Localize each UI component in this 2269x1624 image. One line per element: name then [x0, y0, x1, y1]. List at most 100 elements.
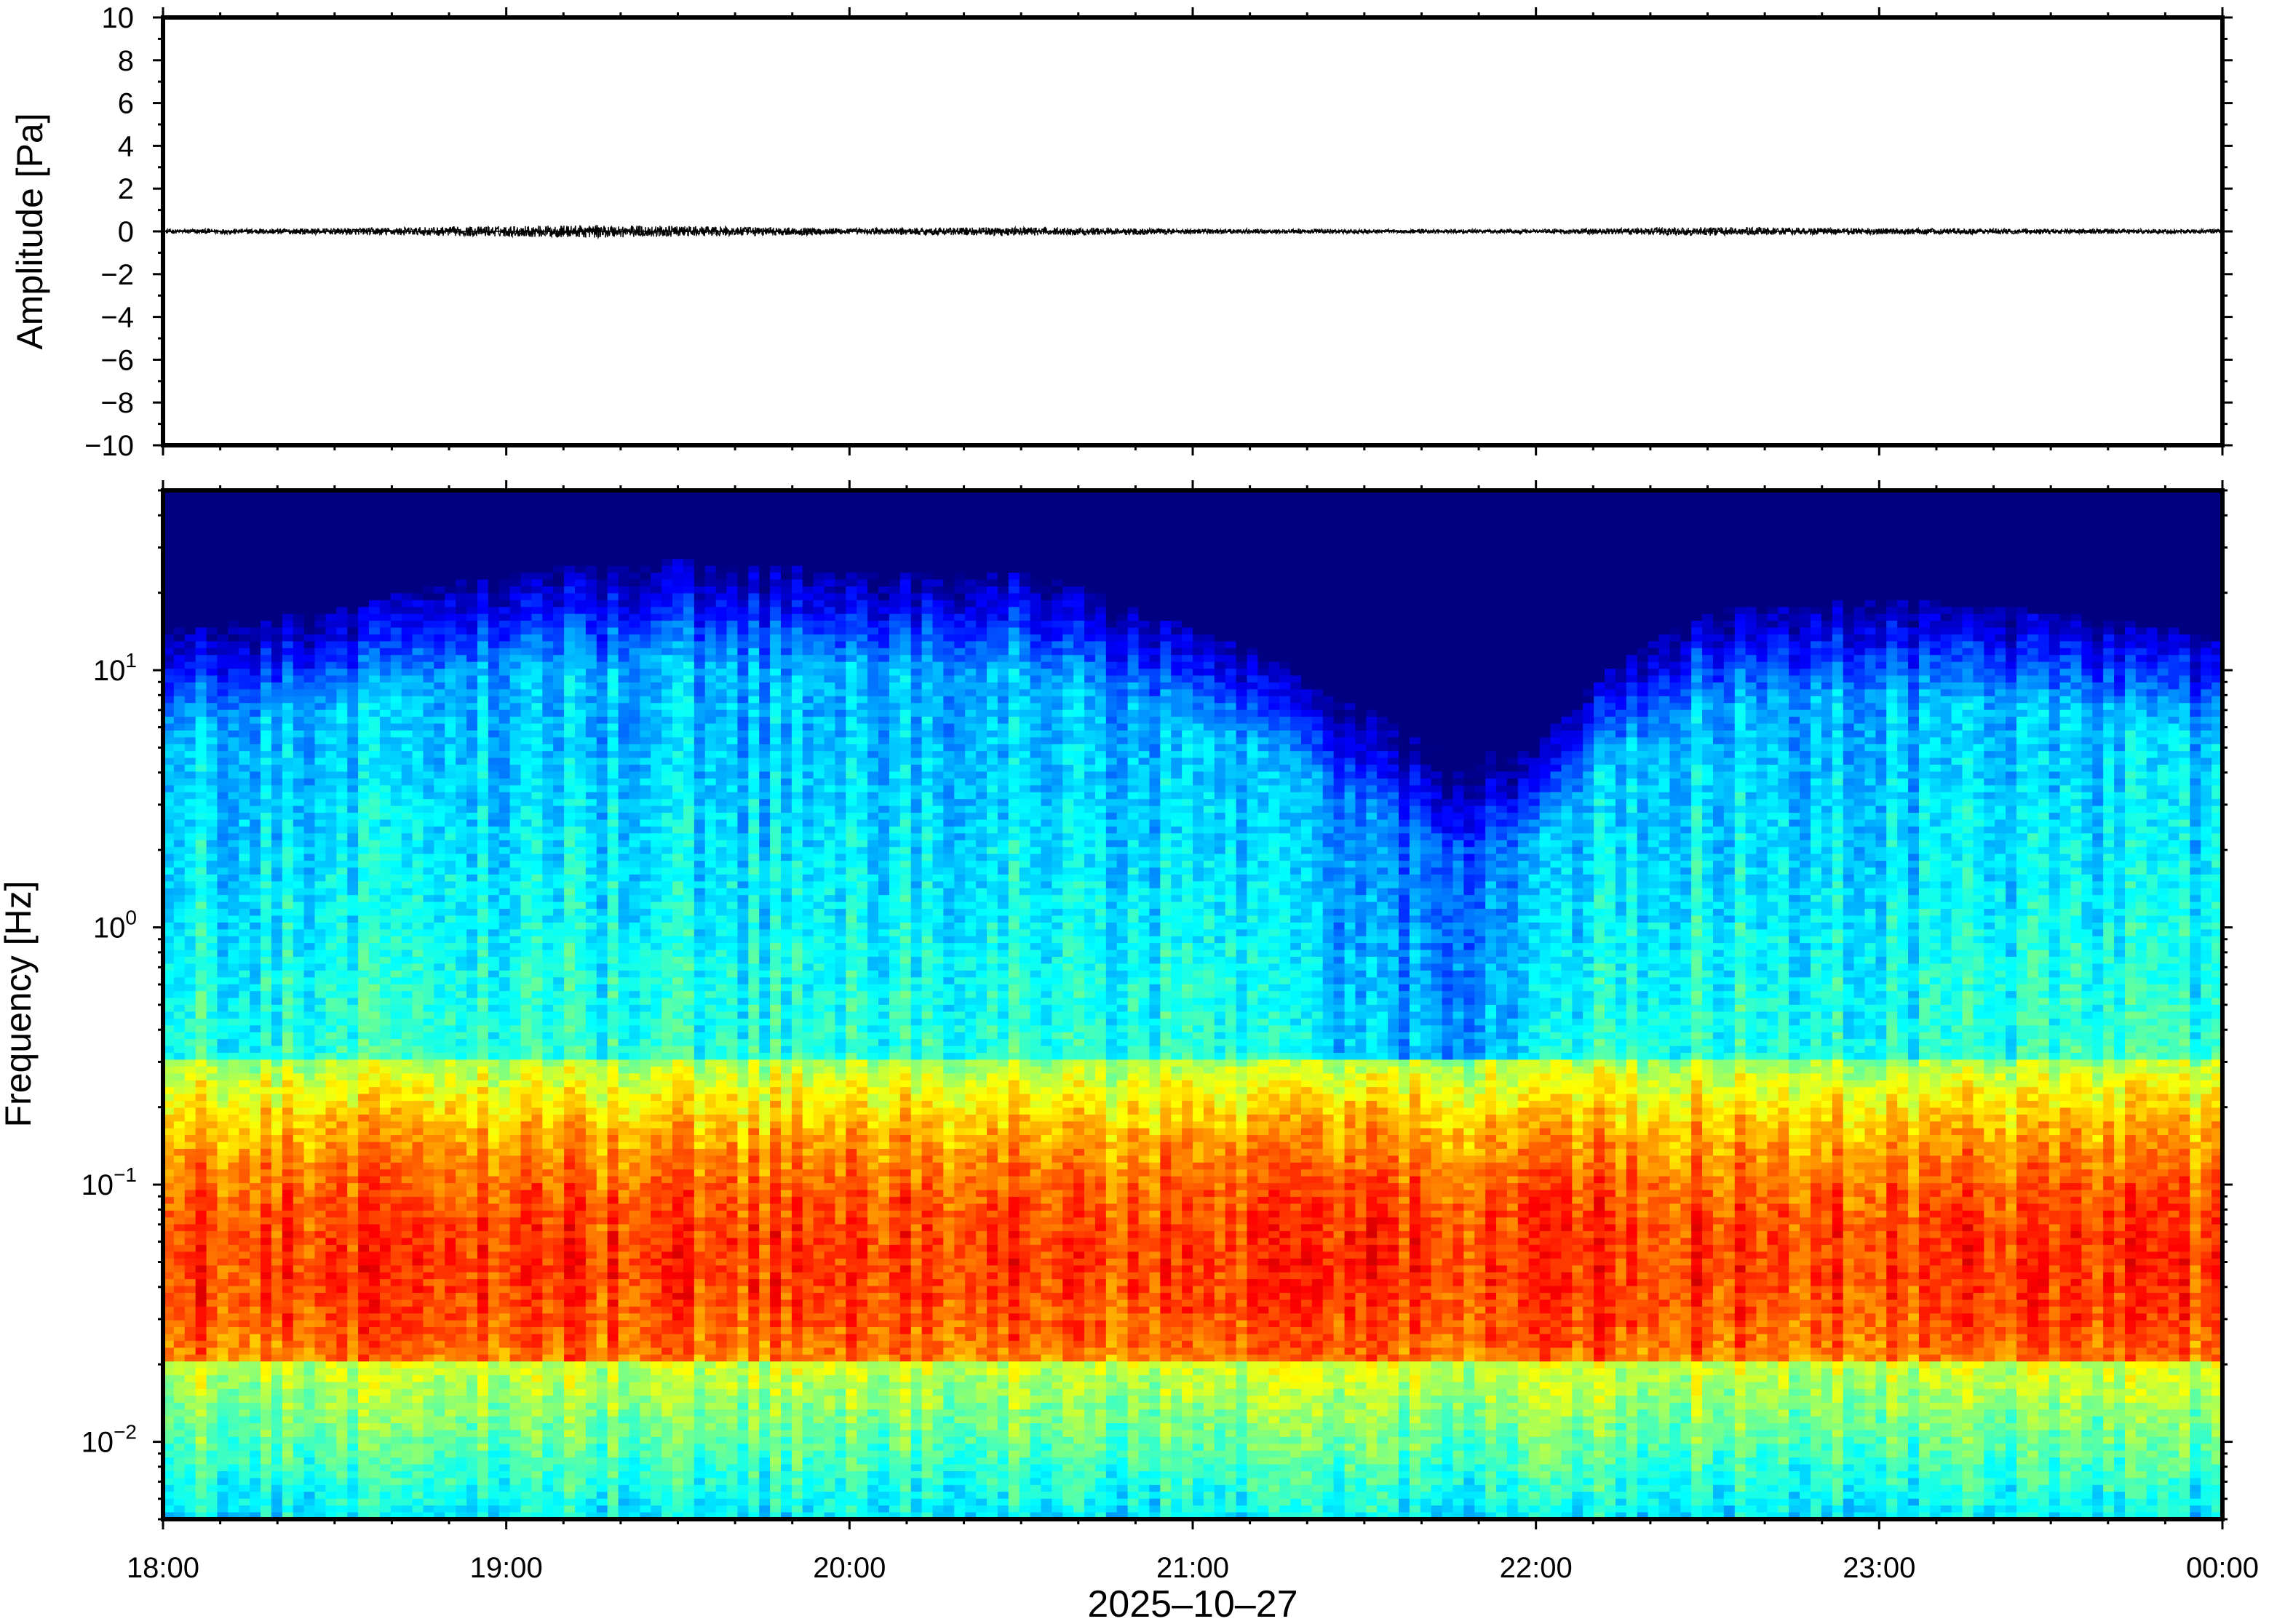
- spectrogram-cell: [369, 1046, 380, 1054]
- spectrogram-cell: [207, 950, 218, 958]
- spectrogram-cell: [531, 1019, 542, 1026]
- spectrogram-cell: [456, 1417, 466, 1424]
- spectrogram-cell: [369, 634, 380, 642]
- spectrogram-cell: [261, 1505, 271, 1513]
- spectrogram-cell: [466, 1059, 477, 1067]
- spectrogram-cell: [369, 867, 380, 875]
- spectrogram-cell: [217, 888, 228, 896]
- spectrogram-cell: [196, 1430, 207, 1437]
- spectrogram-cell: [477, 1087, 488, 1094]
- spectrogram-cell: [445, 1005, 456, 1012]
- spectrogram-cell: [402, 1087, 413, 1094]
- spectrogram-cell: [488, 689, 499, 696]
- spectrogram-cell: [358, 1327, 369, 1334]
- spectrogram-cell: [174, 1293, 185, 1300]
- spectrogram-cell: [369, 765, 380, 779]
- spectrogram-cell: [217, 1499, 228, 1506]
- spectrogram-cell: [434, 641, 445, 648]
- spectrogram-cell: [466, 600, 477, 608]
- spectrogram-cell: [380, 1375, 391, 1382]
- spectrogram-cell: [228, 1177, 239, 1184]
- spectrogram-cell: [413, 621, 424, 628]
- spectrogram-cell: [402, 1417, 413, 1424]
- spectrogram-cell: [174, 676, 185, 683]
- spectrogram-cell: [293, 936, 304, 944]
- spectrogram-cell: [217, 1149, 228, 1156]
- spectrogram-cell: [445, 840, 456, 848]
- spectrogram-cell: [445, 758, 456, 765]
- spectrogram-cell: [207, 1299, 218, 1307]
- spectrogram-cell: [488, 1273, 499, 1280]
- spectrogram-cell: [477, 662, 488, 669]
- spectrogram-cell: [358, 1417, 369, 1424]
- spectrogram-cell: [207, 1177, 218, 1184]
- spectrogram-cell: [358, 785, 369, 792]
- spectrogram-cell: [347, 915, 358, 923]
- spectrogram-cell: [325, 854, 336, 861]
- spectrogram-cell: [553, 771, 564, 779]
- spectrogram-cell: [477, 586, 488, 594]
- spectrogram-cell: [207, 1087, 218, 1094]
- spectrogram-cell: [369, 957, 380, 964]
- spectrogram-cell: [369, 1217, 380, 1225]
- spectrogram-cell: [391, 758, 402, 765]
- spectrogram-cell: [196, 1334, 207, 1341]
- spectrogram-cell: [207, 1169, 218, 1177]
- spectrogram-cell: [445, 614, 456, 621]
- spectrogram-cell: [336, 1485, 347, 1492]
- spectrogram-cell: [282, 833, 293, 840]
- spectrogram-cell: [271, 1279, 282, 1286]
- spectrogram-cell: [217, 1299, 228, 1307]
- spectrogram-cell: [185, 799, 196, 806]
- spectrogram-cell: [315, 1451, 326, 1458]
- spectrogram-cell: [445, 1025, 456, 1032]
- spectrogram-cell: [521, 1032, 532, 1040]
- spectrogram-cell: [402, 696, 413, 704]
- spectrogram-cell: [293, 662, 304, 669]
- spectrogram-cell: [358, 847, 369, 854]
- spectrogram-cell: [423, 1423, 434, 1430]
- spectrogram-cell: [391, 867, 402, 875]
- spectrogram-cell: [380, 1299, 391, 1307]
- spectrogram-cell: [239, 676, 250, 683]
- spectrogram-cell: [423, 1080, 434, 1088]
- spectrogram-cell: [499, 696, 510, 704]
- spectrogram-cell: [196, 1080, 207, 1088]
- spectrogram-cell: [347, 867, 358, 875]
- spectrogram-cell: [488, 1080, 499, 1088]
- spectrogram-cell: [445, 779, 456, 786]
- spectrogram-cell: [380, 1238, 391, 1246]
- spectrogram-cell: [510, 1039, 521, 1046]
- spectrogram-cell: [445, 929, 456, 936]
- spectrogram-cell: [510, 1225, 521, 1232]
- spectrogram-cell: [207, 854, 218, 861]
- spectrogram-cell: [391, 957, 402, 964]
- spectrogram-cell: [542, 1293, 553, 1300]
- spectrogram-cell: [413, 1039, 424, 1046]
- spectrogram-cell: [282, 648, 293, 656]
- spectrogram-cell: [531, 1299, 542, 1307]
- spectrogram-cell: [358, 1293, 369, 1300]
- spectrogram-cell: [413, 1211, 424, 1218]
- spectrogram-cell: [445, 1471, 456, 1478]
- spectrogram-cell: [531, 662, 542, 669]
- spectrogram-cell: [488, 1177, 499, 1184]
- spectrogram-cell: [239, 737, 250, 744]
- spectrogram-cell: [499, 1499, 510, 1506]
- spectrogram-cell: [466, 1238, 477, 1246]
- spectrogram-cell: [413, 792, 424, 800]
- spectrogram-cell: [488, 1046, 499, 1054]
- spectrogram-cell: [434, 1039, 445, 1046]
- spectrogram-cell: [325, 1451, 336, 1458]
- spectrogram-cell: [358, 1005, 369, 1012]
- spectrogram-cell: [250, 971, 261, 978]
- spectrogram-cell: [293, 1334, 304, 1341]
- spectrogram-cell: [369, 1444, 380, 1451]
- spectrogram-cell: [185, 936, 196, 944]
- spectrogram-cell: [488, 799, 499, 806]
- spectrogram-cell: [261, 929, 271, 936]
- spectrogram-cell: [315, 1107, 326, 1115]
- spectrogram-cell: [434, 895, 445, 902]
- spectrogram-cell: [380, 785, 391, 792]
- spectrogram-cell: [434, 765, 445, 772]
